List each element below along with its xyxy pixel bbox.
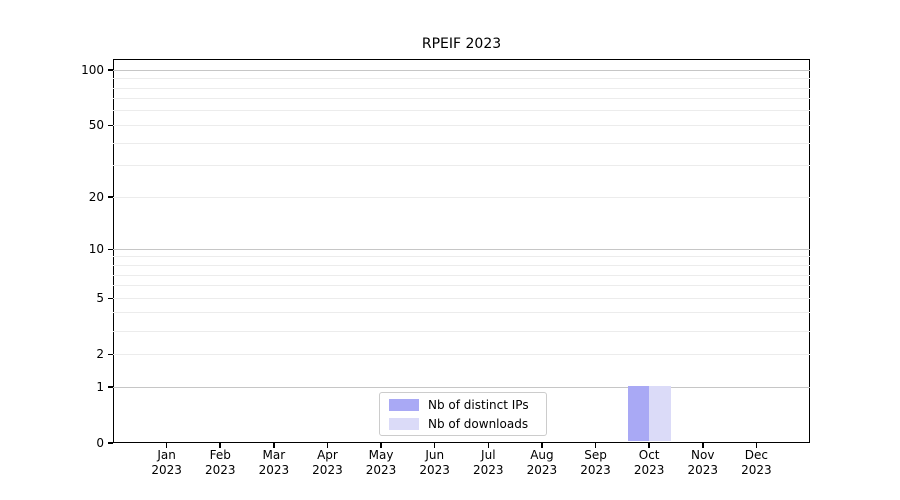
x-tick-label: Feb 2023 xyxy=(188,448,252,478)
legend-swatch xyxy=(389,417,419,430)
x-tick-year: 2023 xyxy=(741,463,772,477)
legend-label: Nb of distinct IPs xyxy=(428,397,529,412)
x-tick-label: Nov 2023 xyxy=(671,448,735,478)
y-tick-label: 20 xyxy=(88,190,104,205)
x-tick-month: Jul xyxy=(481,448,496,462)
minor-gridline xyxy=(113,165,810,167)
minor-gridline xyxy=(113,353,810,355)
minor-gridline xyxy=(113,312,810,314)
x-tick-month: Aug xyxy=(530,448,554,462)
y-tick-mark xyxy=(108,69,113,71)
x-tick-mark xyxy=(541,443,543,448)
x-tick-year: 2023 xyxy=(365,463,397,477)
x-tick-year: 2023 xyxy=(151,463,182,477)
y-tick-label: 50 xyxy=(88,118,104,133)
x-tick-mark xyxy=(755,443,758,448)
x-tick-month: Mar xyxy=(262,448,286,462)
x-tick-mark xyxy=(487,443,490,448)
x-tick-month: Dec xyxy=(744,448,768,462)
x-tick-year: 2023 xyxy=(419,463,450,477)
legend: Nb of distinct IPs Nb of downloads xyxy=(379,392,547,436)
y-tick-label: 1 xyxy=(96,380,104,394)
chart-title: RPEIF 2023 xyxy=(421,36,502,52)
x-tick-mark xyxy=(165,443,168,448)
x-tick-year: 2023 xyxy=(473,463,504,477)
x-tick-label: Oct 2023 xyxy=(617,448,681,478)
x-tick-month: Oct xyxy=(638,448,660,462)
x-tick-month: May xyxy=(368,448,394,462)
x-tick-year: 2023 xyxy=(633,463,665,477)
x-tick-label: Jul 2023 xyxy=(456,448,520,478)
minor-gridline xyxy=(113,265,810,266)
minor-gridline xyxy=(113,285,810,287)
x-tick-month: Apr xyxy=(317,448,338,462)
x-tick-label: Sep 2023 xyxy=(564,448,628,478)
x-tick-mark xyxy=(433,443,436,448)
legend-label: Nb of downloads xyxy=(428,416,529,431)
x-tick-month: Feb xyxy=(209,448,231,462)
y-tick-mark xyxy=(108,196,113,198)
y-tick-mark xyxy=(108,442,113,444)
y-tick-mark xyxy=(108,248,113,251)
major-gridline xyxy=(113,69,810,71)
major-gridline xyxy=(113,386,810,388)
x-tick-label: Jan 2023 xyxy=(135,448,199,478)
x-tick-label: Jun 2023 xyxy=(403,448,467,478)
y-tick-mark xyxy=(108,297,113,299)
x-tick-label: Mar 2023 xyxy=(242,448,306,478)
minor-gridline xyxy=(113,98,810,100)
x-tick-year: 2023 xyxy=(204,463,236,477)
legend-item: Nb of downloads xyxy=(389,417,537,431)
minor-gridline xyxy=(113,142,810,144)
minor-gridline xyxy=(113,256,810,258)
x-tick-year: 2023 xyxy=(526,463,558,477)
x-tick-year: 2023 xyxy=(580,463,611,477)
minor-gridline xyxy=(113,196,810,198)
x-tick-month: Nov xyxy=(691,448,715,462)
x-tick-month: Jan xyxy=(157,448,176,462)
x-tick-year: 2023 xyxy=(258,463,290,477)
x-tick-month: Sep xyxy=(584,448,607,462)
x-tick-mark xyxy=(326,443,329,448)
x-tick-mark xyxy=(594,443,597,448)
minor-gridline xyxy=(113,78,810,80)
x-tick-year: 2023 xyxy=(312,463,343,477)
y-tick-label: 100 xyxy=(81,63,104,78)
bar-nb-of-distinct-ips-oct xyxy=(627,385,650,442)
minor-gridline xyxy=(113,274,810,276)
plot-area xyxy=(113,59,810,443)
y-tick-label: 2 xyxy=(96,347,104,362)
y-tick-label: 5 xyxy=(96,291,104,306)
y-tick-mark xyxy=(108,386,113,388)
y-tick-mark xyxy=(108,353,113,355)
bar-nb-of-downloads-oct xyxy=(649,385,671,442)
x-tick-mark xyxy=(380,443,382,448)
y-tick-mark xyxy=(108,124,113,127)
minor-gridline xyxy=(113,330,810,332)
x-tick-label: Dec 2023 xyxy=(724,448,788,478)
legend-item: Nb of distinct IPs xyxy=(389,398,537,412)
legend-swatch xyxy=(389,398,419,411)
x-tick-mark xyxy=(273,443,275,448)
x-tick-label: Aug 2023 xyxy=(510,448,574,478)
major-gridline xyxy=(113,248,810,250)
x-tick-mark xyxy=(648,443,650,448)
x-tick-label: May 2023 xyxy=(349,448,413,478)
y-tick-label: 0 xyxy=(96,436,104,450)
x-tick-label: Apr 2023 xyxy=(295,448,359,478)
x-tick-mark xyxy=(219,443,221,448)
minor-gridline xyxy=(113,87,810,89)
minor-gridline xyxy=(113,110,810,112)
minor-gridline xyxy=(113,124,810,126)
x-tick-mark xyxy=(702,443,704,448)
minor-gridline xyxy=(113,297,810,299)
x-tick-month: Jun xyxy=(425,448,445,462)
y-tick-label: 10 xyxy=(88,242,104,257)
x-tick-year: 2023 xyxy=(687,463,719,477)
